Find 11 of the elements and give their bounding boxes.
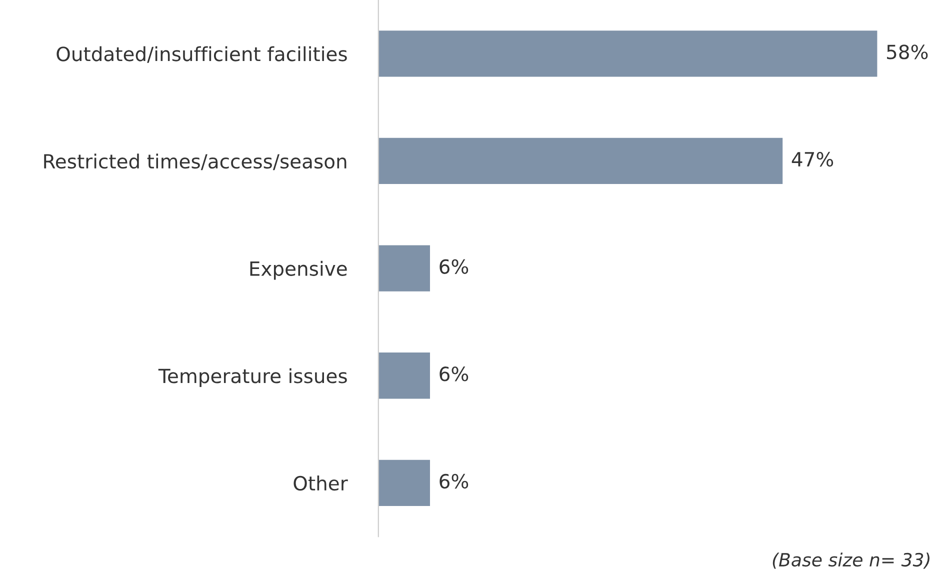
text: (Base size n= 33) <box>772 552 930 569</box>
y-tick-label: Outdated/insufficient facilities <box>56 46 347 63</box>
data-label: 6% <box>440 259 468 274</box>
y-tick-label: Expensive <box>250 260 347 280</box>
y-tick-label: Other <box>294 476 348 491</box>
data-label: 58% <box>887 44 928 60</box>
data-label: 6% <box>440 474 468 489</box>
data-label: 47% <box>792 152 834 167</box>
data-label: 6% <box>440 366 468 382</box>
y-tick-label: Restricted times/access/season <box>44 154 346 170</box>
y-tick-label: Temperature issues <box>158 368 347 388</box>
